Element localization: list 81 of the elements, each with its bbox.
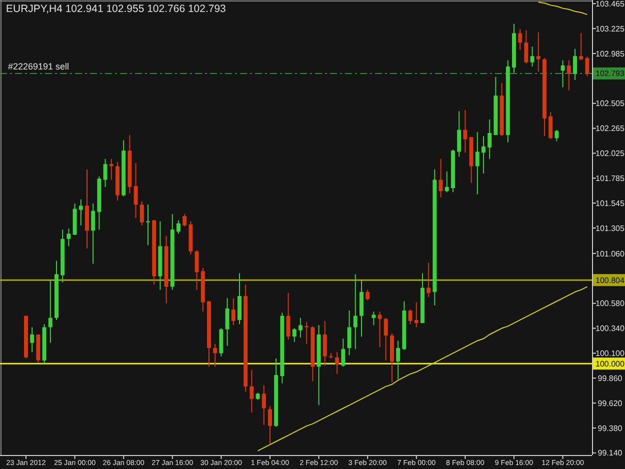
- candlestick: [396, 340, 400, 380]
- candlestick: [140, 201, 144, 226]
- candlestick: [341, 338, 346, 368]
- candlestick: [384, 317, 388, 361]
- candlestick: [536, 32, 540, 72]
- ref-line-label: 102.793: [596, 69, 625, 78]
- candlestick: [347, 310, 352, 356]
- y-tick-label: 99.380: [598, 424, 623, 433]
- y-tick-label: 102.985: [596, 49, 625, 58]
- candlestick: [566, 60, 571, 91]
- ref-line-label: 100.000: [596, 359, 625, 368]
- annotation: #22269191 sell: [8, 62, 70, 72]
- y-tick-label: 100.580: [596, 299, 625, 308]
- candlestick: [524, 30, 528, 64]
- y-tick-label: 103.465: [596, 0, 625, 8]
- y-tick-label: 102.265: [596, 124, 625, 134]
- candlestick: [573, 48, 577, 80]
- candlestick: [360, 280, 364, 338]
- candlestick: [182, 213, 187, 227]
- candlestick: [518, 28, 522, 50]
- candlestick: [444, 170, 449, 193]
- line-series: [257, 286, 588, 452]
- candlestick: [176, 220, 180, 234]
- y-tick-label: 101.785: [596, 174, 625, 183]
- chart-title: EURJPY,H4 102.941 102.955 102.766 102.793: [6, 3, 226, 15]
- candlestick: [103, 158, 108, 188]
- candlestick: [298, 317, 302, 338]
- candlestick: [372, 311, 376, 326]
- candlestick: [475, 131, 480, 195]
- y-tick-label: 103.225: [596, 24, 625, 34]
- candlestick: [548, 112, 553, 140]
- candlestick: [438, 158, 443, 198]
- candlestick: [219, 328, 224, 357]
- candlestick: [457, 110, 462, 158]
- candlestick: [530, 46, 534, 67]
- candlestick: [292, 328, 296, 342]
- line-series: [538, 2, 588, 16]
- y-tick-label: 99.140: [598, 448, 623, 458]
- candlestick: [48, 280, 52, 344]
- ref-line-label: 100.804: [596, 276, 625, 285]
- candlestick: [286, 292, 290, 340]
- candlestick: [194, 250, 199, 290]
- y-tick-label: 102.505: [596, 99, 625, 108]
- y-tick-label: 99.620: [598, 398, 623, 408]
- candlestick: [585, 56, 590, 77]
- candlestick: [30, 326, 34, 353]
- candlestick: [238, 272, 242, 325]
- candlestick: [560, 60, 565, 88]
- candlestick: [268, 406, 272, 444]
- y-tick-label: 101.060: [596, 249, 625, 258]
- y-tick-label: 102.025: [596, 149, 625, 158]
- candlestick: [353, 274, 358, 350]
- candlestick: [579, 32, 584, 61]
- y-tick-label: 100.100: [596, 348, 625, 358]
- candlestick: [66, 228, 71, 247]
- candlestick: [134, 162, 138, 219]
- candlestick: [146, 204, 150, 246]
- candlestick: [225, 298, 230, 346]
- candlestick: [554, 129, 559, 142]
- candlestick: [304, 322, 309, 344]
- y-tick-label: 99.860: [598, 374, 623, 383]
- candlestick: [231, 298, 236, 326]
- candlestick: [408, 309, 412, 325]
- candlestick: [488, 118, 492, 160]
- candlestick: [250, 369, 254, 413]
- candlestick: [213, 343, 218, 368]
- candlestick: [426, 262, 431, 298]
- candlestick: [91, 203, 96, 264]
- y-tick-label: 101.305: [596, 224, 625, 233]
- y-tick-label: 100.340: [596, 324, 625, 334]
- candlestick: [366, 289, 370, 301]
- candlestick: [482, 136, 486, 174]
- candlestick: [78, 198, 83, 226]
- candlestick: [463, 110, 468, 154]
- candlestick: [414, 302, 418, 328]
- y-tick-label: 101.545: [596, 198, 625, 208]
- candlestick: [322, 320, 327, 366]
- candlestick: [335, 352, 340, 374]
- candlestick: [378, 311, 382, 348]
- candlestick: [262, 384, 266, 426]
- candlestick: [109, 158, 114, 180]
